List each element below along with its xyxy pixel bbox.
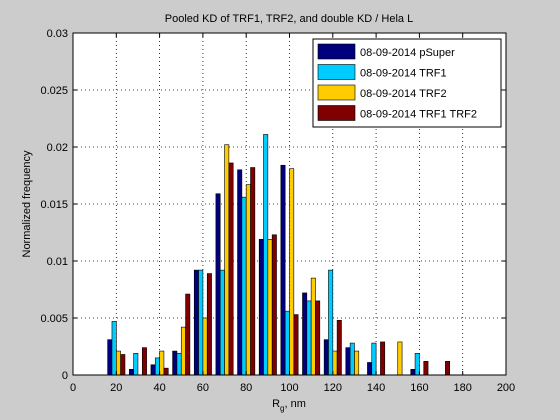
legend-label: 08-09-2014 TRF1 TRF2 (360, 109, 477, 121)
legend-label: 08-09-2014 TRF2 (360, 88, 447, 100)
bar-4-bin-40 (163, 367, 169, 376)
legend-swatch (317, 64, 356, 80)
bar-1-bin-70 (215, 193, 221, 376)
x-tick-label: 20 (110, 382, 122, 394)
y-tick-label: 0.025 (40, 85, 68, 97)
x-tick-label: 140 (367, 382, 385, 394)
chart-title: Pooled KD of TRF1, TRF2, and double KD /… (165, 13, 413, 25)
x-tick-label: 160 (410, 382, 428, 394)
bars (107, 134, 451, 376)
legend-label: 08-09-2014 pSuper (360, 47, 455, 59)
bar-4-bin-160 (423, 361, 429, 376)
axis-ticks: 0 20 40 60 80 100 120 140 160 180 200 0 0.005 0.01 0.0… (40, 28, 515, 394)
bar-3-bin-100 (289, 168, 295, 376)
x-tick-label: 100 (280, 382, 298, 394)
bar-4-bin-60 (206, 273, 212, 376)
bar-2-bin-120 (328, 269, 334, 376)
bar-3-bin-70 (224, 144, 230, 376)
y-tick-label: 0.005 (40, 313, 68, 325)
bar-2-bin-60 (198, 269, 204, 376)
bar-3-bin-90 (267, 239, 273, 376)
x-axis-label: Rg, nm (272, 398, 306, 413)
y-tick-label: 0 (62, 370, 68, 382)
bar-2-bin-20 (111, 321, 117, 376)
x-tick-label: 200 (497, 382, 515, 394)
bar-4-bin-120 (336, 319, 342, 376)
bar-2-bin-90 (263, 134, 269, 376)
y-tick-label: 0.01 (47, 256, 68, 268)
bar-4-bin-140 (380, 341, 386, 376)
x-tick-label: 60 (197, 382, 209, 394)
bar-2-bin-130 (349, 342, 355, 376)
bar-4-bin-70 (228, 162, 234, 376)
bar-4-bin-20 (120, 354, 126, 376)
bar-1-bin-140 (367, 362, 373, 376)
bar-3-bin-80 (245, 184, 251, 376)
bar-4-bin-100 (293, 314, 299, 376)
bar-1-bin-100 (280, 164, 286, 376)
bar-2-bin-140 (371, 342, 377, 376)
bar-1-bin-130 (345, 347, 351, 376)
legend-swatch (317, 43, 356, 60)
legend-swatch (317, 105, 356, 121)
x-tick-label: 180 (454, 382, 472, 394)
bar-1-bin-60 (193, 269, 199, 376)
y-axis-label: Normalized frequency (21, 150, 33, 257)
x-axis-label-suffix: , nm (285, 398, 306, 410)
bar-2-bin-40 (154, 357, 160, 376)
x-tick-label: 40 (153, 382, 165, 394)
x-tick-label: 0 (70, 382, 76, 394)
bar-2-bin-50 (176, 353, 182, 376)
bar-4-bin-90 (271, 234, 277, 376)
bar-4-bin-170 (445, 361, 451, 376)
bar-3-bin-60 (202, 317, 208, 376)
bar-4-bin-80 (250, 167, 256, 376)
y-tick-label: 0.02 (47, 142, 68, 154)
bar-1-bin-30 (128, 368, 134, 376)
bar-1-bin-40 (150, 364, 156, 376)
bar-2-bin-160 (414, 353, 420, 376)
bar-3-bin-120 (332, 350, 338, 376)
bar-4-bin-30 (141, 347, 147, 376)
bar-3-bin-40 (159, 350, 165, 376)
bar-4-bin-50 (185, 293, 191, 376)
legend-label: 08-09-2014 TRF1 (360, 68, 447, 80)
bar-3-bin-50 (180, 326, 186, 376)
y-tick-label: 0.015 (40, 199, 68, 211)
bar-3-bin-110 (310, 277, 316, 376)
x-tick-label: 120 (324, 382, 342, 394)
y-tick-label: 0.03 (47, 28, 68, 40)
bar-1-bin-90 (258, 239, 264, 376)
bar-2-bin-30 (133, 353, 139, 376)
bar-4-bin-110 (315, 300, 321, 376)
x-tick-label: 80 (240, 382, 252, 394)
bar-2-bin-110 (306, 300, 312, 376)
bar-3-bin-20 (116, 350, 121, 376)
bar-2-bin-100 (284, 310, 290, 376)
bar-1-bin-160 (410, 368, 416, 376)
bar-1-bin-110 (302, 292, 308, 376)
legend-swatch (317, 84, 356, 101)
bar-1-bin-120 (323, 339, 329, 376)
bar-1-bin-80 (237, 169, 243, 376)
bar-3-bin-150 (397, 341, 403, 376)
x-axis-label-subscript: g (280, 404, 284, 413)
bar-1-bin-50 (172, 350, 178, 376)
bar-2-bin-80 (241, 196, 247, 376)
bar-1-bin-20 (107, 339, 113, 376)
bar-3-bin-130 (354, 350, 360, 376)
legend: 08-09-2014 pSuper 08-09-2014 TRF1 08-09-20… (312, 38, 502, 128)
bar-2-bin-70 (219, 269, 225, 376)
x-axis-label-main: R (272, 398, 280, 410)
